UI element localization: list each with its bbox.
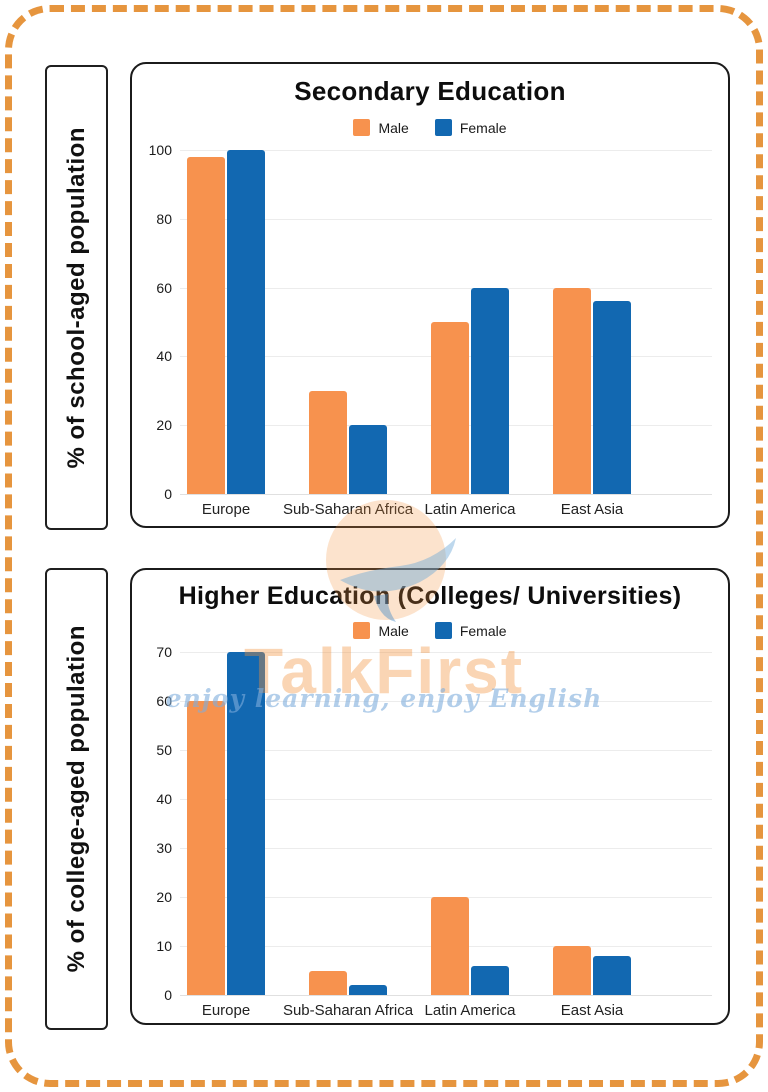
x-category-label: Latin America [424,1002,516,1019]
legend-label-male: Male [378,622,409,639]
chart-panel-secondary-education: Secondary Education Male Female 0 20 40 60 8… [130,62,730,528]
gridline-y60 [180,701,712,702]
y-tick-label: 0 [164,987,172,1003]
y-tick-label: 30 [156,840,172,856]
gridline-y100 [180,150,712,151]
bar-male-latin-america [431,322,469,494]
x-category-label: Europe [201,501,251,518]
gridline-y50 [180,750,712,751]
bar-male-east-asia [553,946,591,995]
y-axis-label-box-higher: % of college-aged population [45,568,108,1030]
bar-female-europe [227,150,265,494]
gridline-y40 [180,799,712,800]
bar-male-europe [187,701,225,995]
legend-label-female: Female [459,622,507,639]
y-tick-label: 60 [156,693,172,709]
y-tick-label: 40 [156,791,172,807]
plot-area-secondary: 0 20 40 60 80 100 Europe Sub-Saharan Africa Lati… [149,142,712,518]
bar-male-sub-saharan-africa [309,390,347,494]
legend-label-male: Male [378,119,409,136]
gridline-y70 [180,652,712,653]
bar-male-latin-america [431,897,469,995]
y-tick-label: 20 [156,889,172,905]
legend-swatch-female [434,119,452,136]
y-tick-label: 100 [148,142,172,158]
chart-panel-higher-education: Higher Education (Colleges/ Universities… [130,568,730,1025]
legend-swatch-male [353,622,371,639]
bar-female-sub-saharan-africa [349,425,387,494]
y-tick-label: 40 [156,348,172,365]
plot-area-higher: 0 10 20 30 40 50 60 70 Europe Sub-Saharan Africa L… [156,644,712,1019]
bar-female-east-asia [593,301,631,494]
y-tick-label: 70 [156,644,172,660]
legend: Male Female [132,119,728,136]
legend-item-female: Female [434,622,507,639]
y-tick-label: 20 [156,417,172,434]
x-category-label: Latin America [424,501,516,518]
gridline-y80 [180,218,712,220]
bar-female-latin-america [471,965,509,995]
x-category-label: East Asia [560,501,624,518]
bar-male-europe [187,156,225,494]
gridline-y30 [180,848,712,849]
gridline-y0 [180,494,712,495]
bar-female-sub-saharan-africa [349,985,387,995]
y-tick-label: 0 [164,486,172,502]
bar-male-sub-saharan-africa [309,970,347,995]
y-axis-label-secondary: % of school-aged population [62,126,90,469]
chart-title: Higher Education (Colleges/ Universities… [178,582,682,610]
y-axis-label-higher: % of college-aged population [62,625,90,973]
legend-label-female: Female [459,119,507,136]
legend-item-male: Male [353,119,409,136]
legend-swatch-female [434,622,452,639]
x-category-label: East Asia [560,1002,624,1019]
legend: Male Female [132,622,728,639]
y-tick-label: 50 [156,742,172,758]
x-category-label: Europe [201,1002,251,1019]
chart-title: Secondary Education [294,76,566,106]
y-tick-label: 10 [156,938,172,954]
bar-female-east-asia [593,955,631,995]
gridline-y0 [180,995,712,996]
y-tick-label: 80 [156,210,172,227]
y-axis-label-box-secondary: % of school-aged population [45,65,108,530]
legend-item-male: Male [353,622,409,639]
y-tick-label: 60 [156,279,172,296]
legend-swatch-male [353,119,371,136]
bar-female-latin-america [471,287,509,494]
legend-item-female: Female [434,119,507,136]
x-category-label: Sub-Saharan Africa [282,1002,414,1019]
x-category-label: Sub-Saharan Africa [282,501,414,518]
bar-male-east-asia [553,287,591,494]
gridline-y60 [180,287,712,289]
bar-female-europe [227,652,265,995]
